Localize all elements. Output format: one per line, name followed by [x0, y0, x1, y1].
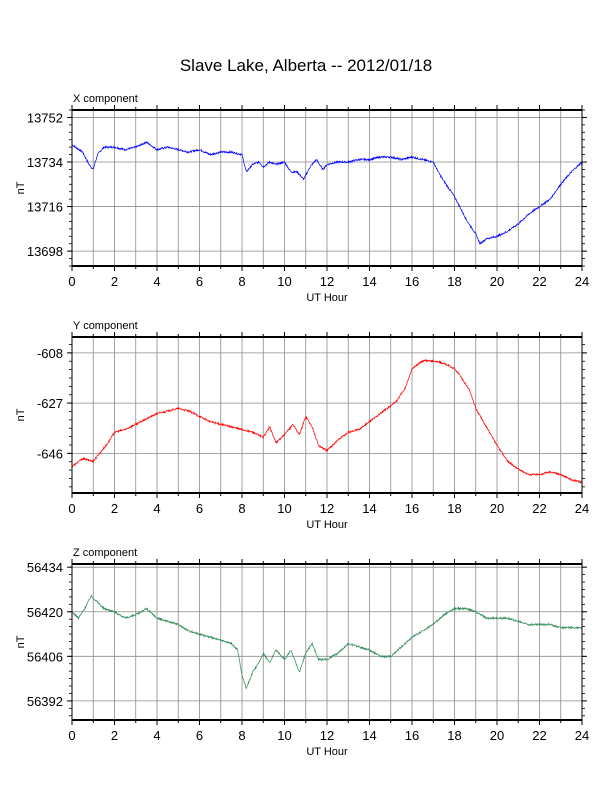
x-tick-label: 2 [111, 728, 118, 743]
x-tick-label: 2 [111, 274, 118, 289]
x-tick-label: 24 [575, 274, 589, 289]
x-tick-label: 12 [320, 501, 334, 516]
x-tick-label: 24 [575, 501, 589, 516]
x-tick-label: 2 [111, 501, 118, 516]
y-tick-label: -627 [37, 396, 63, 411]
x-tick-label: 22 [532, 501, 546, 516]
x-tick-label: 14 [362, 728, 376, 743]
x-tick-label: 6 [196, 501, 203, 516]
y-tick-label: 56406 [27, 649, 63, 664]
y-axis-label: nT [15, 635, 27, 648]
x-tick-label: 16 [405, 728, 419, 743]
y-tick-label: 56392 [27, 694, 63, 709]
x-tick-label: 14 [362, 501, 376, 516]
x-axis-label: UT Hour [306, 292, 348, 304]
x-tick-label: 18 [447, 274, 461, 289]
x-tick-label: 12 [320, 728, 334, 743]
y-tick-label: -646 [37, 446, 63, 461]
y-tick-label: 13698 [27, 244, 63, 259]
x-tick-label: 10 [277, 501, 291, 516]
y-tick-label: 13752 [27, 110, 63, 125]
y-tick-label: 56434 [27, 560, 63, 575]
x-axis-label: UT Hour [306, 746, 348, 758]
x-tick-label: 20 [490, 728, 504, 743]
x-tick-label: 18 [447, 728, 461, 743]
series-line [71, 359, 583, 485]
y-tick-label: 56420 [27, 605, 63, 620]
x-tick-label: 6 [196, 274, 203, 289]
y-tick-label: -608 [37, 346, 63, 361]
x-tick-label: 22 [532, 728, 546, 743]
series-line [71, 141, 583, 245]
x-tick-label: 12 [320, 274, 334, 289]
panel-title: Y component [73, 320, 138, 332]
x-tick-label: 0 [68, 274, 75, 289]
x-tick-label: 4 [153, 728, 160, 743]
y-tick-label: 13734 [27, 155, 63, 170]
x-tick-label: 10 [277, 274, 291, 289]
x-tick-label: 16 [405, 501, 419, 516]
x-tick-label: 18 [447, 501, 461, 516]
x-tick-label: 6 [196, 728, 203, 743]
x-tick-label: 0 [68, 501, 75, 516]
x-tick-label: 22 [532, 274, 546, 289]
x-tick-label: 10 [277, 728, 291, 743]
panel-1: 0 2 4 6 8 10 12 14 16 18 20 22 241369813716137341375… [15, 93, 589, 304]
y-axis-label: nT [15, 408, 27, 421]
x-tick-label: 0 [68, 728, 75, 743]
x-tick-label: 8 [238, 728, 245, 743]
x-tick-label: 24 [575, 728, 589, 743]
x-tick-label: 8 [238, 274, 245, 289]
x-tick-label: 16 [405, 274, 419, 289]
x-tick-label: 14 [362, 274, 376, 289]
y-tick-label: 13716 [27, 200, 63, 215]
x-tick-label: 4 [153, 501, 160, 516]
y-axis-label: nT [15, 181, 27, 194]
x-tick-label: 8 [238, 501, 245, 516]
x-tick-label: 20 [490, 274, 504, 289]
x-tick-label: 20 [490, 501, 504, 516]
x-tick-label: 4 [153, 274, 160, 289]
page-title: Slave Lake, Alberta -- 2012/01/18 [179, 56, 433, 75]
series-line [71, 594, 583, 690]
panel-title: Z component [73, 547, 137, 559]
x-axis-label: UT Hour [306, 519, 348, 531]
panel-title: X component [73, 93, 138, 105]
panel-3: 0 2 4 6 8 10 12 14 16 18 20 22 245639256406564205643… [15, 547, 589, 758]
